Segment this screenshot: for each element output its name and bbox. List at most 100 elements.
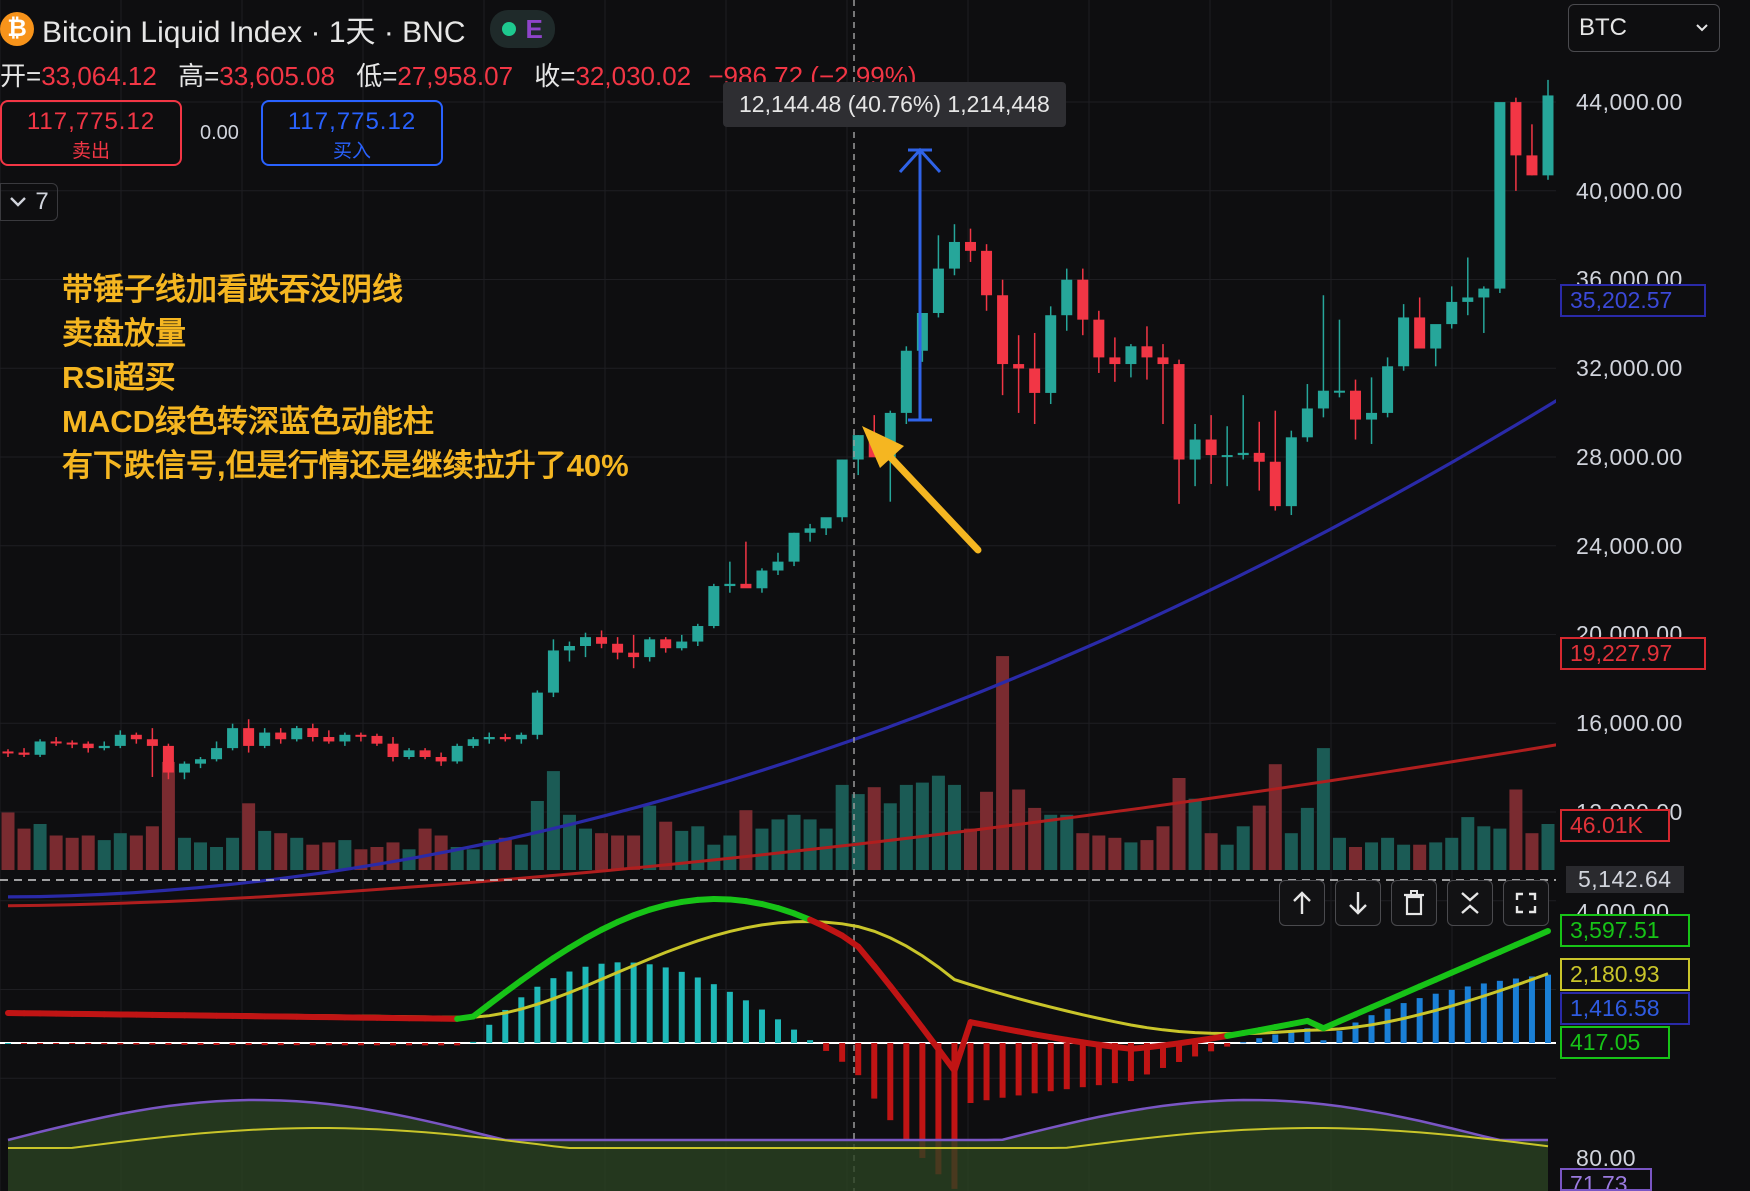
macd-histogram-bar xyxy=(742,1000,749,1043)
volume-bar xyxy=(562,814,576,870)
candle-body xyxy=(467,739,479,746)
candle-body xyxy=(499,737,511,740)
macd-histogram-bar xyxy=(37,1043,44,1044)
candle-body xyxy=(259,732,271,746)
annotation-arrowhead xyxy=(862,426,904,468)
macd-histogram-bar xyxy=(1384,1008,1391,1043)
macd-histogram-bar xyxy=(1416,998,1423,1043)
volume-bar xyxy=(1252,805,1266,870)
candle-body xyxy=(660,639,672,649)
candle-body xyxy=(275,732,287,740)
macd-histogram-bar xyxy=(887,1043,894,1121)
macd-histogram-bar xyxy=(470,1041,477,1043)
arrow-up-icon xyxy=(1293,891,1311,914)
macd-histogram-bar xyxy=(823,1043,830,1051)
macd-line-segment xyxy=(887,983,910,1010)
sell-button[interactable]: 117,775.12 卖出 xyxy=(0,100,182,166)
candle-body xyxy=(772,561,784,571)
macd-line-segment xyxy=(550,944,573,962)
candle-body xyxy=(852,435,864,460)
delete-pane-button[interactable] xyxy=(1391,880,1437,926)
macd-histogram-bar xyxy=(325,1043,332,1046)
macd-histogram-bar xyxy=(406,1043,413,1046)
candle-body xyxy=(1446,301,1458,325)
volume-bar xyxy=(787,814,801,870)
macd-histogram-bar xyxy=(101,1043,108,1045)
volume-bar xyxy=(1300,807,1314,870)
volume-bar xyxy=(1381,837,1395,870)
candle-body xyxy=(1333,390,1345,393)
collapse-icon xyxy=(1461,892,1479,914)
candle-body xyxy=(1494,102,1506,289)
macd-line-segment xyxy=(486,989,509,1008)
macd-histogram-bar xyxy=(1336,1030,1343,1043)
volume-bar xyxy=(931,775,945,870)
market-status-pill[interactable]: E xyxy=(489,10,555,48)
macd-histogram-bar xyxy=(293,1043,300,1046)
volume-bar xyxy=(996,656,1010,870)
macd-line-segment xyxy=(951,1019,974,1074)
candle-body xyxy=(1205,439,1217,456)
macd-histogram-bar xyxy=(1015,1043,1022,1096)
volume-bar xyxy=(1156,826,1170,870)
macd-histogram-bar xyxy=(903,1043,910,1140)
volume-bar xyxy=(1188,798,1202,870)
volume-bar xyxy=(129,835,143,870)
maximize-pane-button[interactable] xyxy=(1503,880,1549,926)
volume-bar xyxy=(258,830,272,870)
buy-button[interactable]: 117,775.12 买入 xyxy=(261,100,443,166)
volume-bar xyxy=(210,847,224,870)
indicators-toggle[interactable]: 7 xyxy=(0,183,58,221)
volume-bar xyxy=(835,784,849,870)
collapse-pane-button[interactable] xyxy=(1447,880,1493,926)
macd-histogram-bar xyxy=(1192,1043,1199,1057)
macd-histogram-bar xyxy=(582,966,589,1043)
candle-body xyxy=(1253,452,1265,462)
macd-histogram-bar xyxy=(855,1043,862,1076)
volume-bar xyxy=(194,842,207,870)
volume-bar xyxy=(418,828,432,870)
low-key: 低= xyxy=(356,61,398,91)
move-up-button[interactable] xyxy=(1279,880,1325,926)
volume-bar xyxy=(1541,824,1555,870)
candle-body xyxy=(1542,95,1554,176)
macd-line-segment xyxy=(919,1024,942,1053)
macd-histogram-bar xyxy=(1464,986,1471,1043)
symbol-select[interactable]: BTC xyxy=(1568,4,1720,52)
ma-short-tag: 19,227.97 xyxy=(1560,637,1706,670)
macd-histogram-bar xyxy=(390,1043,396,1046)
volume-bar xyxy=(290,837,304,870)
volume-bar xyxy=(1525,833,1539,870)
price-tick-label: 28,000.00 xyxy=(1576,444,1683,470)
volume-tag: 46.01K xyxy=(1560,809,1670,842)
macd-histogram-bar xyxy=(1288,1031,1295,1043)
macd-histogram-bar xyxy=(1528,976,1535,1043)
macd-histogram-bar xyxy=(1031,1043,1038,1094)
macd-histogram-bar xyxy=(373,1043,380,1046)
candle-body xyxy=(676,641,688,649)
macd-histogram-bar xyxy=(149,1043,156,1045)
candle-body xyxy=(1478,288,1490,298)
rsi-axis-label: 80.00 xyxy=(1576,1145,1637,1171)
move-down-button[interactable] xyxy=(1335,880,1381,926)
volume-bar xyxy=(659,821,673,870)
volume-bar xyxy=(1220,844,1234,870)
candle-body xyxy=(804,528,816,533)
candle-body xyxy=(1462,297,1474,302)
signal-value-tag: 2,180.93 xyxy=(1560,958,1690,991)
volume-bar xyxy=(739,810,753,870)
macd-histogram-bar xyxy=(1224,1043,1231,1047)
candle-body xyxy=(339,734,351,742)
macd-histogram-bar xyxy=(309,1043,316,1046)
macd-histogram-bar xyxy=(21,1043,28,1044)
macd-histogram-bar xyxy=(117,1043,124,1045)
annotation-arrow xyxy=(874,440,982,554)
chart-title[interactable]: Bitcoin Liquid Index · 1天 · BNC xyxy=(42,16,466,49)
chevron-down-icon xyxy=(10,197,27,207)
volume-bar xyxy=(1268,764,1282,870)
candle-body xyxy=(948,241,960,269)
buy-label: 买入 xyxy=(332,141,371,162)
macd-histogram-bar xyxy=(133,1043,140,1045)
volume-bar xyxy=(851,794,865,870)
